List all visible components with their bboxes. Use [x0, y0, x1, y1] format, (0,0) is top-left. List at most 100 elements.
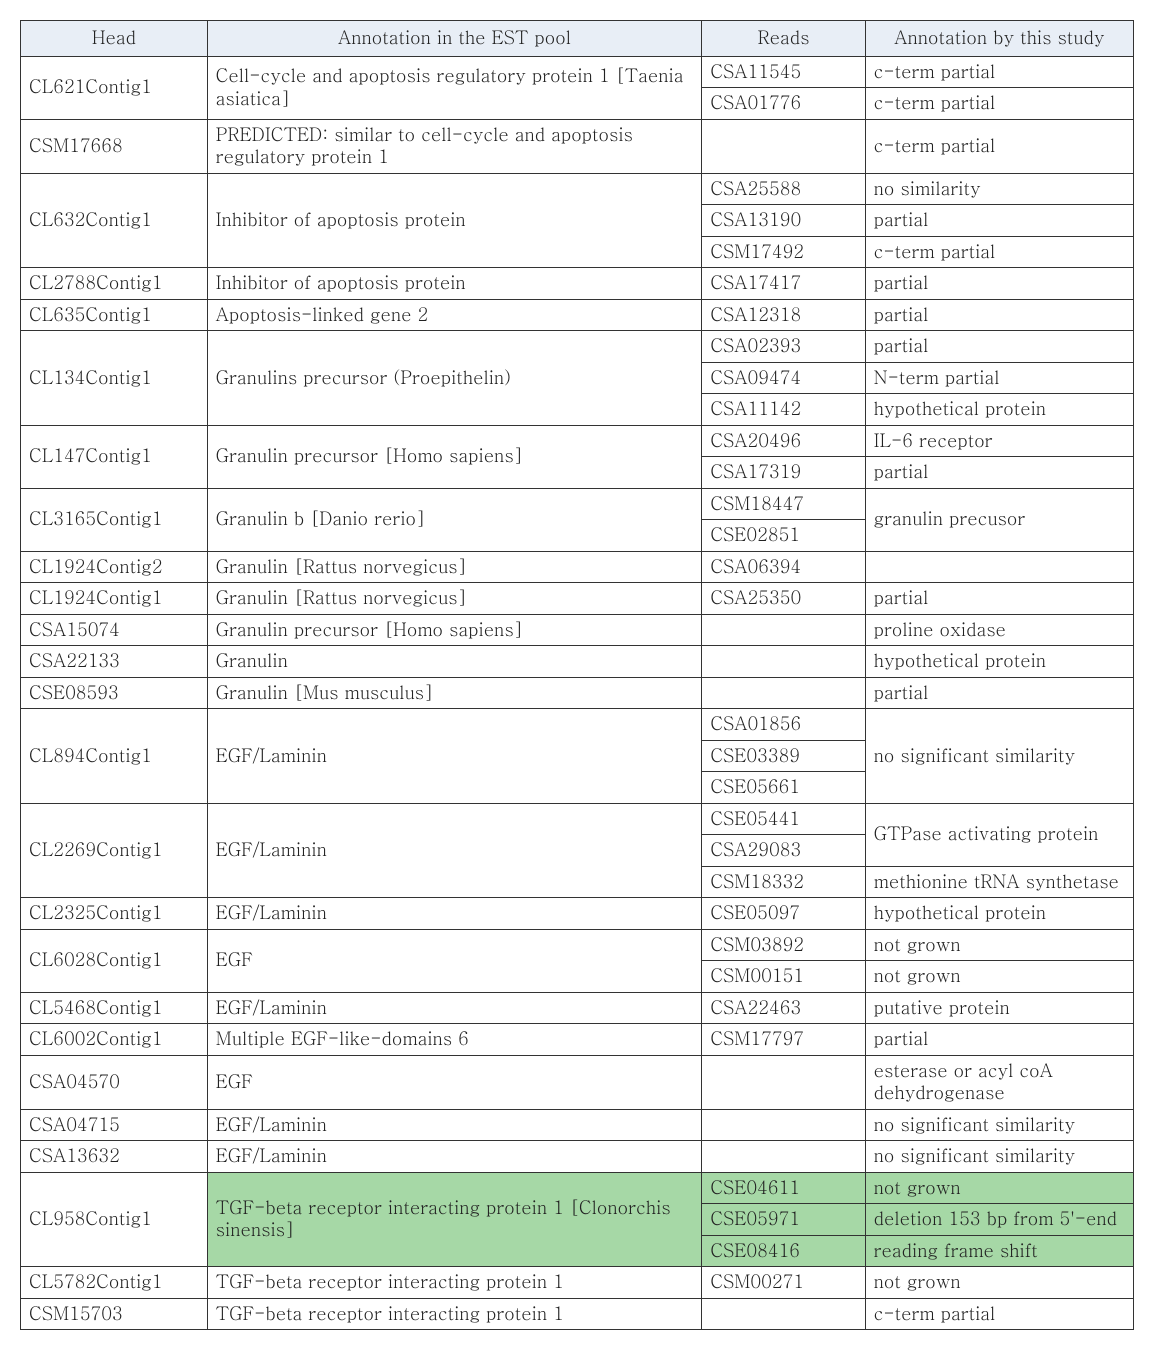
- cell-head: CSM17668: [21, 119, 208, 173]
- cell-annotation-study: no significant similarity: [865, 1109, 1133, 1141]
- cell-annotation-study: c-term partial: [865, 56, 1133, 88]
- table-row: CSA13632EGF/Laminin no significant simila…: [21, 1141, 1134, 1173]
- cell-annotation-pool: Granulin b [Danio rerio]: [207, 488, 702, 551]
- cell-head: CSE08593: [21, 677, 208, 709]
- cell-reads: CSA17319: [702, 457, 865, 489]
- cell-annotation-pool: EGF: [207, 929, 702, 992]
- cell-head: CL1924Contig2: [21, 551, 208, 583]
- cell-annotation-pool: EGF: [207, 1055, 702, 1109]
- cell-annotation-study: hypothetical protein: [865, 898, 1133, 930]
- cell-reads: [702, 119, 865, 173]
- cell-annotation-study: not grown: [865, 929, 1133, 961]
- cell-head: CSA04570: [21, 1055, 208, 1109]
- cell-annotation-pool: EGF/Laminin: [207, 992, 702, 1024]
- cell-annotation-pool: Granulin [Rattus norvegicus]: [207, 551, 702, 583]
- table-row: CSA22133Granulinhypothetical protein: [21, 646, 1134, 678]
- cell-annotation-study: partial: [865, 457, 1133, 489]
- table-row: CSM17668PREDICTED: similar to cell-cycle…: [21, 119, 1134, 173]
- table-row: CL958Contig1TGF-beta receptor interactin…: [21, 1172, 1134, 1204]
- table-row: CL2325Contig1EGF/LamininCSE05097hypothet…: [21, 898, 1134, 930]
- cell-reads: CSA01776: [702, 88, 865, 120]
- cell-annotation-pool: Granulin precursor [Homo sapiens]: [207, 425, 702, 488]
- cell-annotation-study: N-term partial: [865, 362, 1133, 394]
- cell-reads: CSM17797: [702, 1024, 865, 1056]
- cell-reads: [702, 1141, 865, 1173]
- table-row: CL134Contig1Granulins precursor (Proepit…: [21, 331, 1134, 363]
- cell-annotation-study: c-term partial: [865, 88, 1133, 120]
- cell-reads: [702, 646, 865, 678]
- table-row: CL6002Contig1Multiple EGF-like-domains 6…: [21, 1024, 1134, 1056]
- annotation-table: Head Annotation in the EST pool Reads An…: [20, 20, 1134, 1330]
- table-row: CL147Contig1Granulin precursor [Homo sap…: [21, 425, 1134, 457]
- cell-reads: CSE04611: [702, 1172, 865, 1204]
- cell-annotation-pool: TGF-beta receptor interacting protein 1: [207, 1267, 702, 1299]
- cell-head: CL2325Contig1: [21, 898, 208, 930]
- cell-head: CSA22133: [21, 646, 208, 678]
- cell-annotation-study: c-term partial: [865, 1298, 1133, 1330]
- cell-head: CL635Contig1: [21, 299, 208, 331]
- cell-reads: [702, 614, 865, 646]
- cell-annotation-study: GTPase activating protein: [865, 803, 1133, 866]
- cell-head: CSM15703: [21, 1298, 208, 1330]
- cell-annotation-study: no significant similarity: [865, 1141, 1133, 1173]
- cell-head: CL958Contig1: [21, 1172, 208, 1267]
- table-row: CL621Contig1Cell-cycle and apoptosis reg…: [21, 56, 1134, 88]
- cell-annotation-pool: EGF/Laminin: [207, 709, 702, 804]
- table-row: CL632Contig1Inhibitor of apoptosis prote…: [21, 173, 1134, 205]
- cell-annotation-study: esterase or acyl coA dehydrogenase: [865, 1055, 1133, 1109]
- cell-head: CL2788Contig1: [21, 268, 208, 300]
- cell-reads: CSE05661: [702, 772, 865, 804]
- cell-reads: CSM00151: [702, 961, 865, 993]
- cell-annotation-study: hypothetical protein: [865, 646, 1133, 678]
- cell-head: CSA13632: [21, 1141, 208, 1173]
- cell-annotation-pool: EGF/Laminin: [207, 803, 702, 898]
- cell-annotation-study: [865, 551, 1133, 583]
- cell-head: CL147Contig1: [21, 425, 208, 488]
- cell-annotation-study: reading frame shift: [865, 1235, 1133, 1267]
- table-row: CSA04715EGF/Lamininno significant simila…: [21, 1109, 1134, 1141]
- table-row: CL1924Contig2Granulin [Rattus norvegicus…: [21, 551, 1134, 583]
- cell-reads: CSA25350: [702, 583, 865, 615]
- cell-annotation-study: partial: [865, 583, 1133, 615]
- cell-reads: CSA20496: [702, 425, 865, 457]
- col-header-pool: Annotation in the EST pool: [207, 21, 702, 57]
- table-row: CSM15703TGF-beta receptor interacting pr…: [21, 1298, 1134, 1330]
- cell-annotation-study: c-term partial: [865, 236, 1133, 268]
- cell-head: CSA04715: [21, 1109, 208, 1141]
- table-row: CL6028Contig1EGFCSM03892not grown: [21, 929, 1134, 961]
- cell-annotation-pool: Granulin [Mus musculus]: [207, 677, 702, 709]
- cell-head: CL5782Contig1: [21, 1267, 208, 1299]
- table-row: CSA04570EGF esterase or acyl coA dehydrog…: [21, 1055, 1134, 1109]
- table-row: CL2788Contig1Inhibitor of apoptosis prot…: [21, 268, 1134, 300]
- cell-annotation-pool: EGF/Laminin: [207, 1141, 702, 1173]
- cell-annotation-pool: Inhibitor of apoptosis protein: [207, 268, 702, 300]
- cell-annotation-study: not grown: [865, 1267, 1133, 1299]
- cell-reads: CSM18447: [702, 488, 865, 520]
- cell-head: CL6002Contig1: [21, 1024, 208, 1056]
- table-row: CL3165Contig1Granulin b [Danio rerio]CSM…: [21, 488, 1134, 520]
- cell-annotation-pool: Granulins precursor (Proepithelin): [207, 331, 702, 426]
- cell-reads: CSA11545: [702, 56, 865, 88]
- cell-annotation-study: proline oxidase: [865, 614, 1133, 646]
- cell-annotation-pool: Granulin precursor [Homo sapiens]: [207, 614, 702, 646]
- table-row: CL5468Contig1EGF/LamininCSA22463putative…: [21, 992, 1134, 1024]
- col-header-head: Head: [21, 21, 208, 57]
- cell-reads: CSA02393: [702, 331, 865, 363]
- table-row: CL5782Contig1TGF-beta receptor interacti…: [21, 1267, 1134, 1299]
- cell-reads: CSE03389: [702, 740, 865, 772]
- cell-reads: CSE05971: [702, 1204, 865, 1236]
- cell-annotation-study: IL-6 receptor: [865, 425, 1133, 457]
- cell-reads: CSA22463: [702, 992, 865, 1024]
- cell-reads: CSE05097: [702, 898, 865, 930]
- cell-annotation-pool: Apoptosis-linked gene 2: [207, 299, 702, 331]
- cell-reads: CSA13190: [702, 205, 865, 237]
- cell-annotation-study: c-term partial: [865, 119, 1133, 173]
- cell-head: CL134Contig1: [21, 331, 208, 426]
- table-body: CL621Contig1Cell-cycle and apoptosis reg…: [21, 56, 1134, 1330]
- cell-head: CL3165Contig1: [21, 488, 208, 551]
- cell-reads: CSA25588: [702, 173, 865, 205]
- cell-reads: [702, 1298, 865, 1330]
- cell-head: CL5468Contig1: [21, 992, 208, 1024]
- cell-annotation-pool: Granulin [Rattus norvegicus]: [207, 583, 702, 615]
- cell-annotation-study: deletion 153 bp from 5'-end: [865, 1204, 1133, 1236]
